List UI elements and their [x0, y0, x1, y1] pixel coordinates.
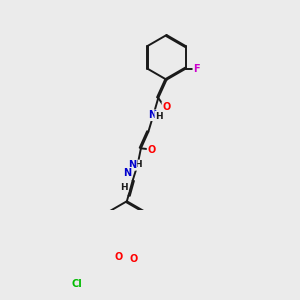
Text: O: O [148, 145, 156, 155]
Text: O: O [162, 102, 171, 112]
Text: F: F [193, 64, 200, 74]
Text: H: H [155, 112, 163, 121]
Text: O: O [129, 254, 137, 264]
Text: H: H [134, 160, 142, 169]
Text: N: N [128, 160, 136, 170]
Text: H: H [120, 183, 128, 192]
Text: N: N [148, 110, 157, 120]
Text: Cl: Cl [71, 278, 82, 289]
Text: N: N [123, 168, 131, 178]
Text: O: O [114, 252, 123, 262]
